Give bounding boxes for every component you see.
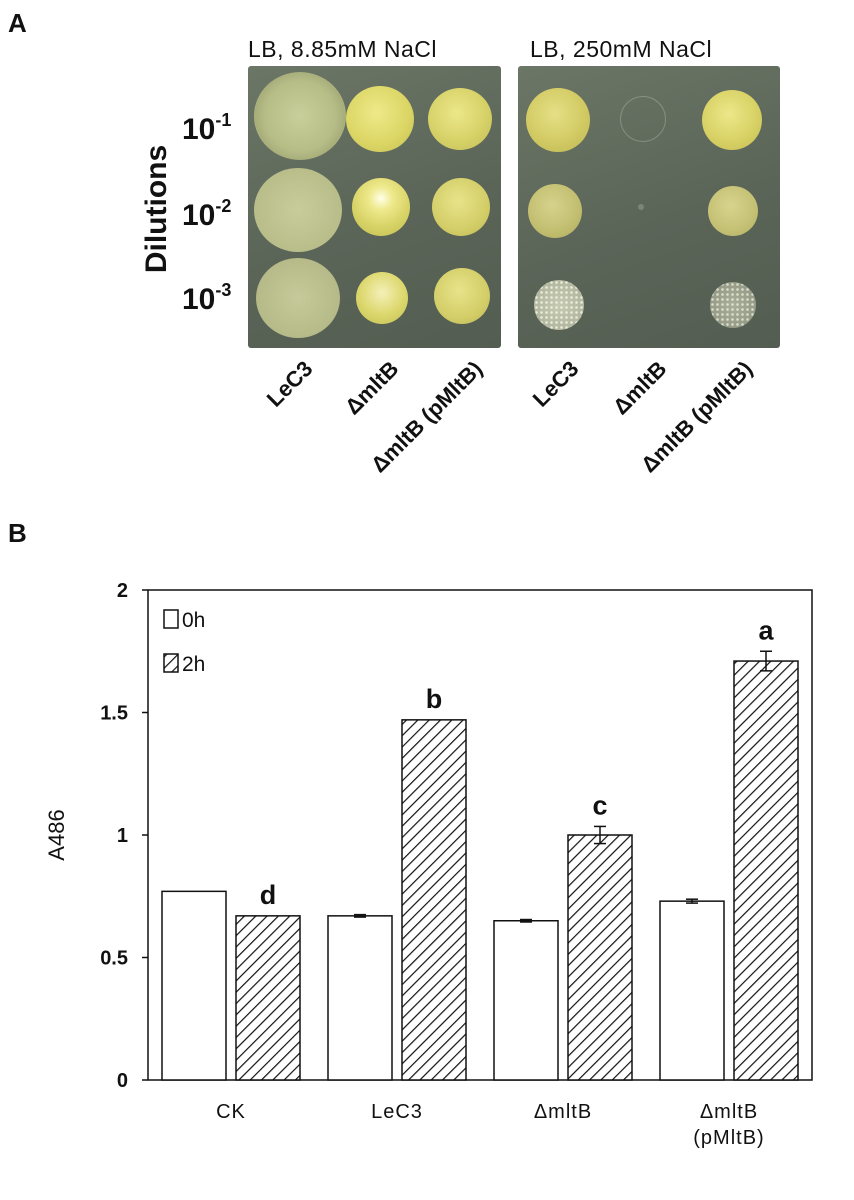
colony-lec3-dil1 [254, 72, 346, 160]
strain-label-p2-1: LeC3 [527, 356, 584, 412]
colony-mltb-dil1 [346, 86, 414, 152]
strain-label-p1-2: ΔmltB [340, 356, 404, 420]
bar-0h-2 [493, 920, 559, 1081]
plate-1-title: LB, 8.85mM NaCl [248, 36, 438, 62]
y-tick-label-0: 0 [117, 1070, 128, 1092]
significance-letter-3: a [758, 615, 774, 645]
colony-mltb-dil1-salt [620, 96, 666, 142]
colony-pmltb-dil1 [428, 88, 492, 150]
strain-label-p2-2: ΔmltB [608, 356, 672, 420]
colony-lec3-dil3 [256, 258, 340, 338]
legend-label-2h: 2h [182, 653, 205, 676]
legend-swatch-0h [163, 609, 179, 629]
y-axis-label: A486 [44, 809, 69, 860]
legend-swatch-2h [163, 653, 179, 673]
bar-2h-1 [401, 719, 467, 1081]
colony-mltb-dil2 [352, 178, 410, 236]
colony-lec3-dil2 [254, 168, 342, 252]
colony-pmltb-dil3-salt [710, 282, 756, 328]
colony-lec3-dil3-salt [534, 280, 584, 330]
colony-pmltb-dil1-salt [702, 90, 762, 150]
x-tick-label-3-0: ΔmltB [700, 1101, 758, 1123]
panel-b-label: B [8, 518, 27, 548]
colony-lec3-dil2-salt [528, 184, 582, 238]
bar-0h-3 [659, 900, 725, 1081]
y-tick-label-1: 0.5 [100, 948, 128, 970]
x-tick-label-0-0: CK [216, 1101, 246, 1123]
colony-pmltb-dil3 [434, 268, 490, 324]
colony-lec3-dil1-salt [526, 88, 590, 152]
strain-label-p1-1: LeC3 [261, 356, 318, 412]
y-tick-label-2: 1 [117, 825, 128, 847]
significance-letter-0: d [260, 880, 277, 910]
bar-chart-svg: 0 0.5 1 1.5 2 A486 d CK b LeC3 c ΔmltB a ΔmltB (pMltB)… [44, 580, 813, 1149]
y-tick-label-4: 2 [117, 580, 128, 602]
dilutions-axis-label: Dilutions [140, 144, 173, 274]
legend-label-0h: 0h [182, 609, 205, 632]
colony-pmltb-dil2 [432, 178, 490, 236]
x-tick-label-3-1: (pMltB) [693, 1127, 764, 1149]
bar-2h-0 [235, 915, 301, 1081]
dilution-label-1: 10-1 [182, 110, 232, 146]
dilution-label-3: 10-3 [182, 280, 232, 316]
bar-2h-3 [733, 660, 799, 1081]
significance-letter-1: b [426, 684, 443, 714]
bar-0h-0 [161, 890, 227, 1081]
panel-a-label: A [8, 8, 27, 38]
bar-2h-2 [567, 834, 633, 1081]
plate-photo-250mM [518, 66, 780, 348]
y-tick-label-3: 1.5 [100, 703, 128, 725]
plate-2-title: LB, 250mM NaCl [530, 36, 713, 62]
x-tick-label-1-0: LeC3 [371, 1101, 423, 1123]
dilution-label-2: 10-2 [182, 196, 232, 232]
x-tick-label-2-0: ΔmltB [534, 1101, 592, 1123]
colony-mltb-dil3 [356, 272, 408, 324]
significance-letter-2: c [592, 790, 607, 820]
plate-photo-8-85mM [248, 66, 501, 348]
colony-mltb-dil2-salt [638, 204, 644, 210]
colony-pmltb-dil2-salt [708, 186, 758, 236]
bar-0h-1 [327, 915, 393, 1081]
